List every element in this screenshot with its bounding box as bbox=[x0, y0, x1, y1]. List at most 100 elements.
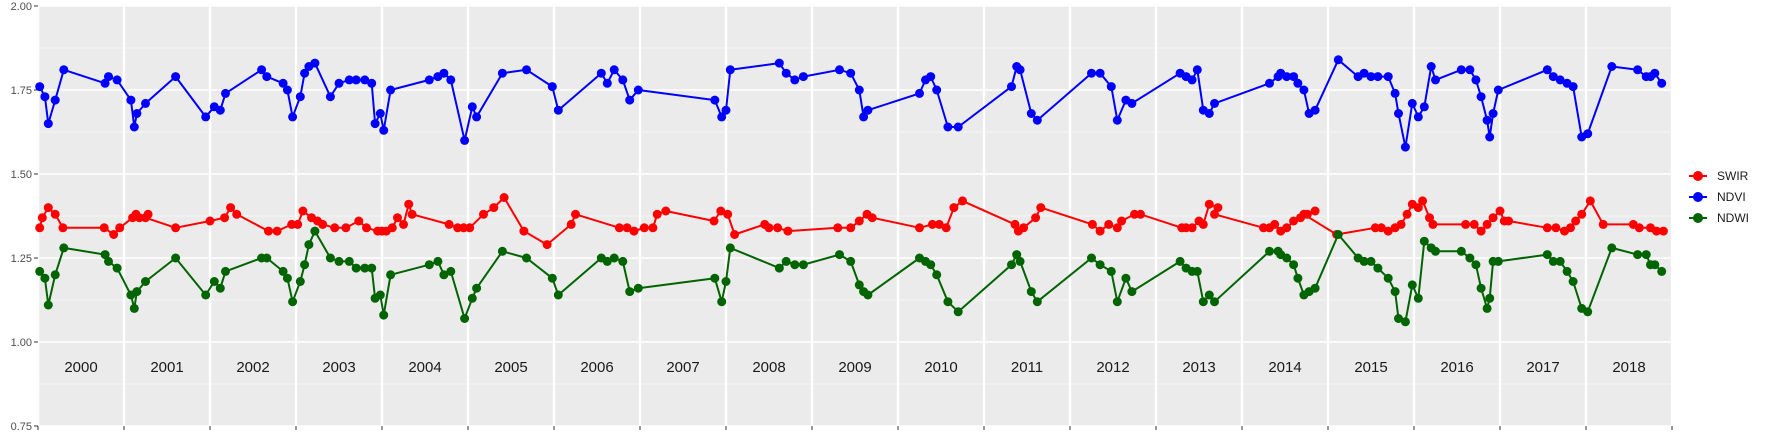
data-point-swir bbox=[927, 219, 937, 229]
data-point-swir bbox=[404, 199, 414, 209]
data-point-ndvi bbox=[522, 65, 531, 75]
year-label: 2005 bbox=[494, 359, 527, 376]
data-point-ndvi bbox=[1485, 132, 1495, 142]
legend-item-ndvi: NDVI bbox=[1689, 190, 1746, 204]
data-point-ndwi bbox=[497, 246, 507, 256]
data-point-ndvi bbox=[59, 65, 69, 75]
data-point-swir bbox=[652, 209, 662, 219]
data-point-ndvi bbox=[460, 135, 470, 145]
data-point-ndvi bbox=[467, 102, 477, 112]
data-point-swir bbox=[1402, 209, 1412, 219]
data-point-ndvi bbox=[278, 78, 288, 88]
data-point-ndwi bbox=[100, 250, 110, 260]
data-point-swir bbox=[1104, 219, 1114, 229]
data-point-ndwi bbox=[625, 287, 635, 297]
data-point-ndvi bbox=[132, 109, 142, 118]
data-point-ndwi bbox=[295, 277, 305, 286]
data-point-swir bbox=[661, 206, 671, 216]
data-point-ndvi bbox=[798, 72, 808, 82]
legend: SWIR NDVI NDWI bbox=[1689, 169, 1749, 225]
data-point-swir bbox=[867, 213, 877, 223]
data-point-swir bbox=[479, 209, 488, 219]
data-point-swir bbox=[949, 203, 959, 213]
data-point-ndvi bbox=[126, 95, 136, 105]
data-point-swir bbox=[1299, 209, 1309, 219]
year-label: 2016 bbox=[1440, 359, 1473, 376]
data-point-ndvi bbox=[201, 112, 211, 122]
data-point-ndvi bbox=[1482, 115, 1492, 125]
data-point-swir bbox=[499, 193, 509, 202]
data-point-ndwi bbox=[1657, 266, 1667, 276]
data-point-ndwi bbox=[278, 266, 288, 276]
data-point-ndvi bbox=[854, 85, 864, 95]
data-point-swir bbox=[489, 203, 499, 213]
data-point-ndvi bbox=[1095, 68, 1105, 78]
data-point-swir bbox=[1270, 219, 1280, 229]
data-point-ndwi bbox=[201, 290, 211, 300]
y-tick-label: 0.75 bbox=[11, 421, 32, 433]
data-point-ndwi bbox=[602, 256, 612, 266]
data-point-ndvi bbox=[1390, 88, 1400, 98]
data-point-swir bbox=[1488, 213, 1498, 223]
y-tick-label: 1.25 bbox=[11, 253, 32, 265]
data-point-swir bbox=[566, 219, 576, 229]
year-label: 2002 bbox=[236, 359, 269, 376]
data-point-ndvi bbox=[1488, 109, 1498, 118]
y-axis: 0.75 1.00 1.25 1.50 1.75 2.00 bbox=[11, 1, 38, 433]
data-point-ndvi bbox=[915, 88, 924, 98]
data-point-ndvi bbox=[295, 92, 305, 102]
data-point-ndwi bbox=[379, 310, 389, 320]
data-point-swir bbox=[764, 223, 774, 233]
data-point-ndwi bbox=[282, 273, 292, 283]
legend-label: SWIR bbox=[1717, 169, 1749, 183]
data-point-ndwi bbox=[1204, 290, 1214, 300]
data-point-swir bbox=[1425, 213, 1434, 223]
data-point-swir bbox=[1634, 223, 1644, 233]
data-point-swir bbox=[1571, 216, 1581, 226]
data-point-ndvi bbox=[1400, 142, 1410, 152]
data-point-swir bbox=[1542, 223, 1552, 233]
year-label: 2017 bbox=[1526, 359, 1559, 376]
data-point-swir bbox=[387, 223, 397, 233]
year-label: 2018 bbox=[1612, 359, 1645, 376]
data-point-ndwi bbox=[1482, 303, 1492, 313]
data-point-ndwi bbox=[1568, 277, 1578, 286]
data-point-ndwi bbox=[1265, 246, 1274, 256]
data-point-swir bbox=[958, 196, 967, 206]
year-label: 2010 bbox=[924, 359, 957, 376]
data-point-ndvi bbox=[1607, 62, 1617, 71]
data-point-ndwi bbox=[1407, 280, 1417, 290]
data-point-ndvi bbox=[288, 112, 298, 122]
data-point-ndvi bbox=[1373, 72, 1383, 82]
data-point-swir bbox=[341, 223, 351, 233]
data-point-ndwi bbox=[1366, 256, 1376, 266]
year-label: 2012 bbox=[1096, 359, 1129, 376]
data-point-ndwi bbox=[1650, 260, 1660, 270]
data-point-ndwi bbox=[1419, 236, 1429, 246]
series-ndvi bbox=[35, 55, 1667, 152]
data-point-ndvi bbox=[553, 105, 563, 115]
data-point-swir bbox=[1658, 226, 1668, 236]
data-point-ndvi bbox=[300, 68, 310, 78]
data-point-ndwi bbox=[1095, 260, 1105, 270]
year-label: 2011 bbox=[1011, 359, 1043, 376]
data-point-ndvi bbox=[1106, 82, 1116, 92]
data-point-ndwi bbox=[262, 253, 272, 263]
data-point-ndwi bbox=[553, 290, 563, 300]
data-point-ndvi bbox=[497, 68, 507, 78]
data-point-ndvi bbox=[1366, 72, 1376, 82]
data-point-ndwi bbox=[1641, 250, 1651, 260]
data-point-ndwi bbox=[1373, 263, 1383, 273]
data-point-swir bbox=[622, 223, 632, 233]
data-point-ndwi bbox=[1390, 287, 1400, 297]
data-point-ndwi bbox=[932, 270, 942, 280]
data-point-ndvi bbox=[351, 75, 361, 85]
data-point-ndvi bbox=[1568, 82, 1578, 92]
data-point-ndvi bbox=[1657, 78, 1667, 88]
data-point-ndvi bbox=[1032, 115, 1042, 125]
data-point-ndwi bbox=[360, 263, 370, 273]
data-point-ndvi bbox=[863, 105, 873, 115]
data-point-swir bbox=[1010, 219, 1020, 229]
data-point-swir bbox=[1136, 209, 1145, 219]
data-point-ndvi bbox=[1542, 65, 1552, 75]
